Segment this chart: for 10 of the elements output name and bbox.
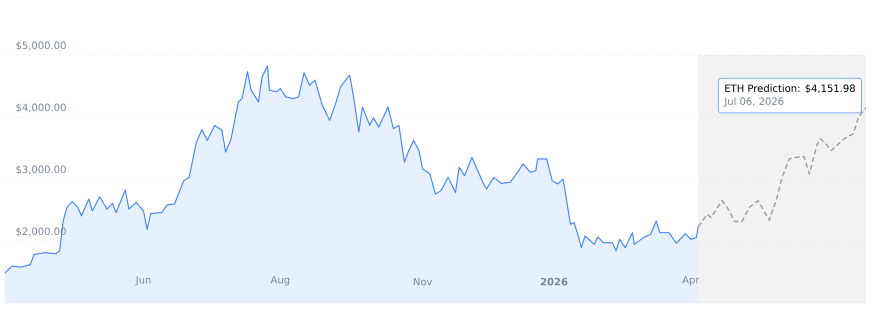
y-tick-label: $5,000.00 [16, 41, 66, 50]
x-tick-label: Nov [414, 278, 432, 286]
x-tick-label: 2026 [540, 278, 568, 286]
y-tick-label: $4,000.00 [16, 103, 66, 112]
x-tick-label: Jun [135, 276, 150, 286]
y-tick-label: $3,000.00 [16, 165, 66, 174]
x-tick-label: Aug [270, 276, 290, 286]
annotation: Jul 06, 2026 [724, 97, 784, 107]
annotation: ETH Prediction: $4,151.98 [725, 84, 855, 94]
x-tick-label: Apr [682, 276, 700, 286]
